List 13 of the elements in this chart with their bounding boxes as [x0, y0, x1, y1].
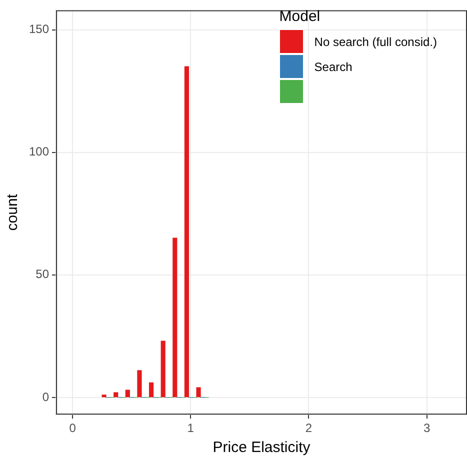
legend-label: No search (full consid.)	[314, 34, 437, 48]
x-tick-label: 0	[69, 421, 76, 436]
y-tick-label: 0	[42, 390, 50, 404]
x-tick-label: 2	[305, 421, 312, 436]
y-axis-title: count	[4, 193, 22, 231]
legend-title: Model	[279, 8, 322, 25]
y-tick-label: 150	[28, 22, 50, 36]
x-axis-title: Price Elasticity	[212, 439, 311, 456]
y-tick-label: 100	[28, 144, 50, 159]
x-tick-label: 1	[187, 421, 194, 436]
y-tick-label: 50	[36, 267, 50, 282]
legend-label: Search	[314, 60, 352, 74]
x-tick-label: 3	[424, 421, 431, 436]
